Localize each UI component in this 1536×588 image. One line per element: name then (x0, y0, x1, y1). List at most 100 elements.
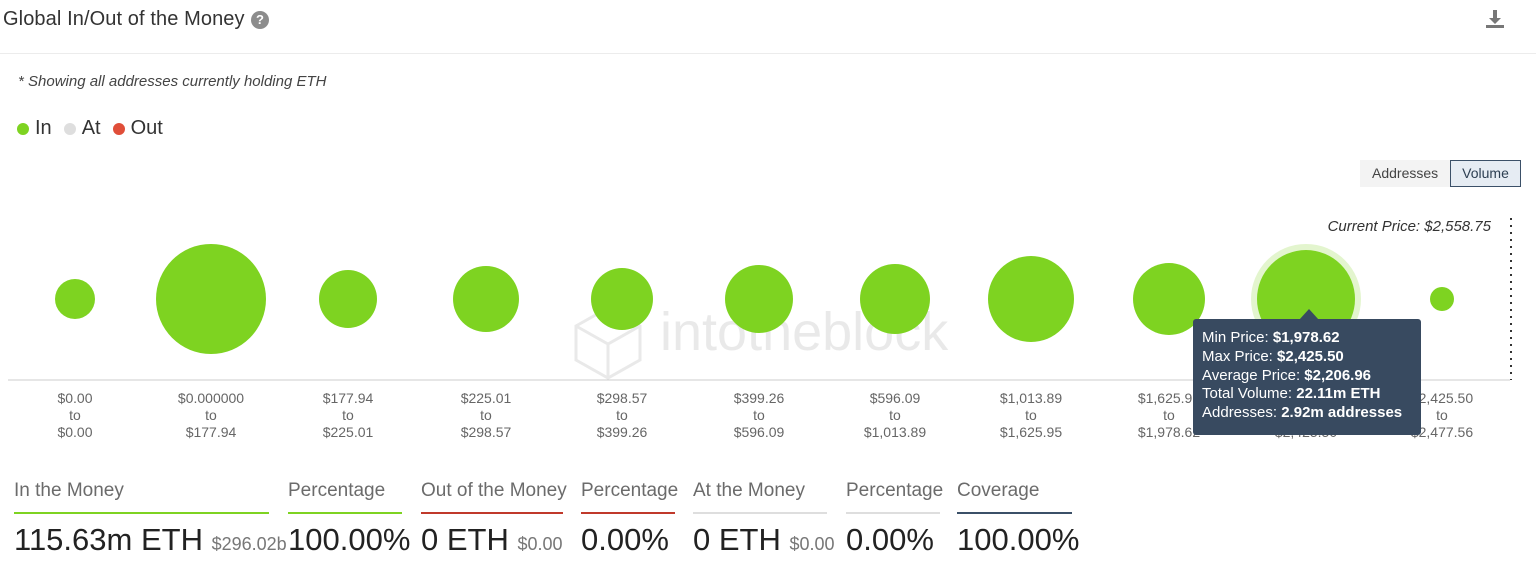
download-icon[interactable] (1484, 8, 1506, 30)
current-price-label: Current Price: $2,558.75 (1328, 218, 1492, 235)
stat-bar (693, 512, 827, 514)
stat-value-main: 115.63m ETH (14, 522, 203, 557)
tick-label-5-from: $298.57 (597, 390, 648, 406)
bubble-5[interactable] (591, 268, 653, 330)
tooltip-volume-label: Total Volume: (1202, 385, 1293, 403)
stat-label: Out of the Money (421, 480, 567, 501)
tick-label-3-to: $225.01 (323, 424, 374, 440)
tick-label-11-to-word: to (1436, 407, 1448, 423)
bubble-8[interactable] (988, 256, 1074, 342)
view-toggle: Addresses Volume (1360, 160, 1521, 187)
watermark-logo (574, 306, 642, 380)
stat-in-percentage: Percentage 100.00% (288, 480, 411, 558)
bubble-1[interactable] (55, 279, 95, 319)
tooltip-avg-value: $2,206.96 (1304, 366, 1372, 384)
stat-label: At the Money (693, 480, 805, 501)
tick-label-4-from: $225.01 (461, 390, 512, 406)
tick-label-7-to-word: to (889, 407, 901, 423)
bubble-6[interactable] (725, 265, 793, 333)
tick-label-5-to: $399.26 (597, 424, 648, 440)
tick-label-6-to-word: to (753, 407, 765, 423)
tick-label-6-to: $596.09 (734, 424, 785, 440)
legend-item-out[interactable]: Out (112, 117, 163, 140)
tooltip-addresses-label: Addresses: (1202, 404, 1278, 422)
tooltip-volume-value: 22.11m ETH (1296, 385, 1381, 403)
tick-label-8-to: $1,625.95 (1000, 424, 1062, 440)
stat-value: 0.00% (581, 522, 669, 557)
stat-at-the-money: At the Money 0 ETH $0.00 (693, 480, 835, 558)
legend-label-in: In (35, 117, 52, 139)
stat-label: In the Money (14, 480, 124, 501)
help-circle-icon[interactable]: ? (251, 11, 269, 29)
stat-bar (14, 512, 269, 514)
stat-at-percentage: Percentage 0.00% (846, 480, 944, 558)
tick-labels-group: $0.00to$0.00$0.000000to$177.94$177.94to$… (57, 390, 1473, 440)
tick-label-5-to-word: to (616, 407, 628, 423)
tick-label-9-to: $1,978.62 (1138, 424, 1200, 440)
bubble-9[interactable] (1133, 263, 1205, 335)
tooltip-min-value: $1,978.62 (1272, 329, 1340, 346)
stat-value-sub: $296.02b (211, 534, 287, 554)
stat-value: 0 ETH $0.00 (421, 522, 563, 558)
page-title: Global In/Out of the Money (3, 8, 245, 30)
bubble-4[interactable] (453, 266, 519, 332)
tick-label-2-to: $177.94 (186, 424, 237, 440)
stat-value: 0.00% (846, 522, 934, 557)
stat-value-main: 0 ETH (693, 522, 781, 557)
stat-bar (957, 512, 1072, 514)
legend: In At Out (17, 117, 163, 140)
stat-coverage: Coverage 100.00% (957, 480, 1080, 558)
tooltip-max-value: $2,425.50 (1277, 347, 1344, 365)
bubble-11[interactable] (1430, 287, 1454, 311)
bubble-chart: intotheblock Current Price: $2,558.75 $0… (8, 218, 1512, 440)
holding-note: * Showing all addresses currently holdin… (18, 73, 327, 90)
tooltip-min-label: Min Price: (1202, 329, 1269, 346)
legend-label-at: At (81, 117, 101, 139)
tick-label-1-from: $0.00 (57, 390, 92, 406)
stat-bar (846, 512, 940, 514)
tick-label-7-from: $596.09 (870, 390, 921, 406)
legend-item-in[interactable]: In (17, 117, 52, 140)
tooltip-arrow (1299, 309, 1319, 320)
tooltip-max-label: Max Price: (1202, 347, 1273, 365)
stat-value: 115.63m ETH $296.02b (14, 522, 287, 558)
stat-bar (421, 512, 563, 514)
tick-label-3-from: $177.94 (323, 390, 374, 406)
stat-label: Percentage (581, 480, 679, 501)
legend-item-at[interactable]: At (63, 117, 101, 140)
bubble-7[interactable] (860, 264, 930, 334)
tick-label-2-to-word: to (205, 407, 217, 423)
legend-dot-out (112, 122, 125, 135)
tick-label-1-to-word: to (69, 407, 81, 423)
stat-value-sub: $0.00 (789, 534, 835, 554)
tick-label-6-from: $399.26 (734, 390, 785, 406)
stat-value-main: 0 ETH (421, 522, 509, 557)
legend-label-out: Out (130, 117, 163, 139)
tooltip-addresses-value: 2.92m addresses (1281, 404, 1403, 422)
tick-label-3-to-word: to (342, 407, 354, 423)
stat-in-the-money: In the Money 115.63m ETH $296.02b (14, 480, 287, 558)
stat-bar (581, 512, 675, 514)
stat-value: 100.00% (957, 522, 1080, 557)
stat-label: Percentage (288, 480, 386, 501)
stat-label: Coverage (957, 480, 1040, 501)
bubble-3[interactable] (319, 270, 377, 328)
bubbles-group (55, 244, 1454, 354)
tick-label-8-to-word: to (1025, 407, 1037, 423)
stat-out-percentage: Percentage 0.00% (581, 480, 679, 558)
bubble-2[interactable] (156, 244, 266, 354)
tick-label-4-to: $298.57 (461, 424, 512, 440)
legend-dot-in (17, 122, 29, 135)
tick-label-9-from: $1,625.95 (1138, 390, 1200, 406)
volume-button[interactable]: Volume (1450, 160, 1521, 187)
stat-label: Percentage (846, 480, 944, 501)
stat-value: 0 ETH $0.00 (693, 522, 835, 558)
tick-label-9-to-word: to (1163, 407, 1175, 423)
tick-label-2-from: $0.000000 (178, 390, 244, 406)
tick-label-11-to: $2,477.56 (1411, 424, 1473, 440)
bubble-tooltip: Min Price: $1,978.62 Max Price: $2,425.5… (1193, 319, 1421, 435)
stat-out-of-the-money: Out of the Money 0 ETH $0.00 (421, 480, 567, 558)
tooltip-avg-label: Average Price: (1202, 366, 1301, 384)
stat-value: 100.00% (288, 522, 411, 557)
addresses-button[interactable]: Addresses (1360, 160, 1451, 187)
